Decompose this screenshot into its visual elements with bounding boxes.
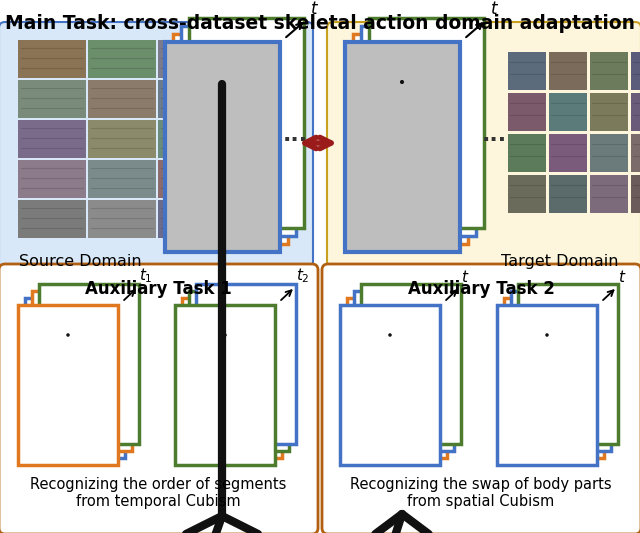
Bar: [18, 80, 86, 118]
Bar: [228, 40, 296, 78]
Bar: [228, 160, 296, 198]
Text: ...: ...: [481, 125, 507, 145]
Bar: [590, 175, 628, 213]
Bar: [32, 291, 132, 451]
Bar: [175, 305, 275, 465]
Bar: [354, 291, 454, 451]
Bar: [25, 298, 125, 458]
Text: Source Domain: Source Domain: [19, 254, 141, 269]
Bar: [508, 175, 546, 213]
Text: Auxiliary Task 2: Auxiliary Task 2: [408, 280, 554, 298]
Text: Target Domain: Target Domain: [501, 254, 619, 269]
FancyBboxPatch shape: [327, 22, 640, 269]
Bar: [88, 40, 156, 78]
Bar: [497, 305, 597, 465]
Bar: [347, 298, 447, 458]
Bar: [508, 52, 546, 90]
Bar: [18, 120, 86, 158]
Bar: [181, 26, 296, 236]
FancyBboxPatch shape: [0, 22, 313, 269]
Text: $t_2$: $t_2$: [296, 266, 310, 285]
Bar: [189, 291, 289, 451]
Text: $t_1$: $t_1$: [139, 266, 153, 285]
Bar: [228, 80, 296, 118]
Bar: [631, 52, 640, 90]
Bar: [182, 298, 282, 458]
Text: $t$: $t$: [310, 0, 319, 18]
Bar: [590, 52, 628, 90]
Bar: [158, 120, 226, 158]
Bar: [508, 93, 546, 131]
Bar: [369, 18, 484, 228]
Bar: [511, 291, 611, 451]
Bar: [158, 160, 226, 198]
Bar: [590, 93, 628, 131]
Text: Recognizing the order of segments
from temporal Cubism: Recognizing the order of segments from t…: [30, 477, 286, 510]
Bar: [88, 80, 156, 118]
Circle shape: [389, 334, 391, 336]
Circle shape: [224, 334, 226, 336]
Bar: [165, 42, 280, 252]
Text: ...: ...: [282, 125, 308, 145]
Bar: [518, 284, 618, 444]
Bar: [18, 305, 118, 465]
Circle shape: [221, 83, 223, 85]
Bar: [353, 34, 468, 244]
Bar: [631, 93, 640, 131]
FancyBboxPatch shape: [322, 264, 640, 533]
Bar: [158, 200, 226, 238]
Bar: [631, 175, 640, 213]
Bar: [508, 134, 546, 172]
Text: $t$: $t$: [618, 269, 627, 285]
Bar: [18, 200, 86, 238]
Bar: [549, 175, 587, 213]
Bar: [631, 134, 640, 172]
Bar: [39, 284, 139, 444]
Text: Recognizing the swap of body parts
from spatial Cubism: Recognizing the swap of body parts from …: [350, 477, 612, 510]
Bar: [158, 40, 226, 78]
Text: Auxiliary Task 1: Auxiliary Task 1: [84, 280, 232, 298]
Bar: [88, 200, 156, 238]
Bar: [361, 284, 461, 444]
Text: $t$: $t$: [461, 269, 470, 285]
Bar: [345, 42, 460, 252]
Circle shape: [401, 80, 403, 83]
Text: Main Task: cross-dataset skeletal action domain adaptation: Main Task: cross-dataset skeletal action…: [5, 14, 635, 33]
Bar: [590, 134, 628, 172]
Bar: [504, 298, 604, 458]
Bar: [549, 134, 587, 172]
Bar: [189, 18, 304, 228]
Bar: [549, 52, 587, 90]
Bar: [228, 200, 296, 238]
Bar: [18, 160, 86, 198]
Bar: [340, 305, 440, 465]
Bar: [361, 26, 476, 236]
Circle shape: [546, 334, 548, 336]
Bar: [158, 80, 226, 118]
Text: $t$: $t$: [490, 0, 499, 18]
Bar: [88, 120, 156, 158]
Bar: [228, 120, 296, 158]
Bar: [549, 93, 587, 131]
FancyBboxPatch shape: [0, 264, 318, 533]
Circle shape: [67, 334, 69, 336]
Bar: [18, 40, 86, 78]
Bar: [173, 34, 288, 244]
Bar: [88, 160, 156, 198]
Bar: [196, 284, 296, 444]
